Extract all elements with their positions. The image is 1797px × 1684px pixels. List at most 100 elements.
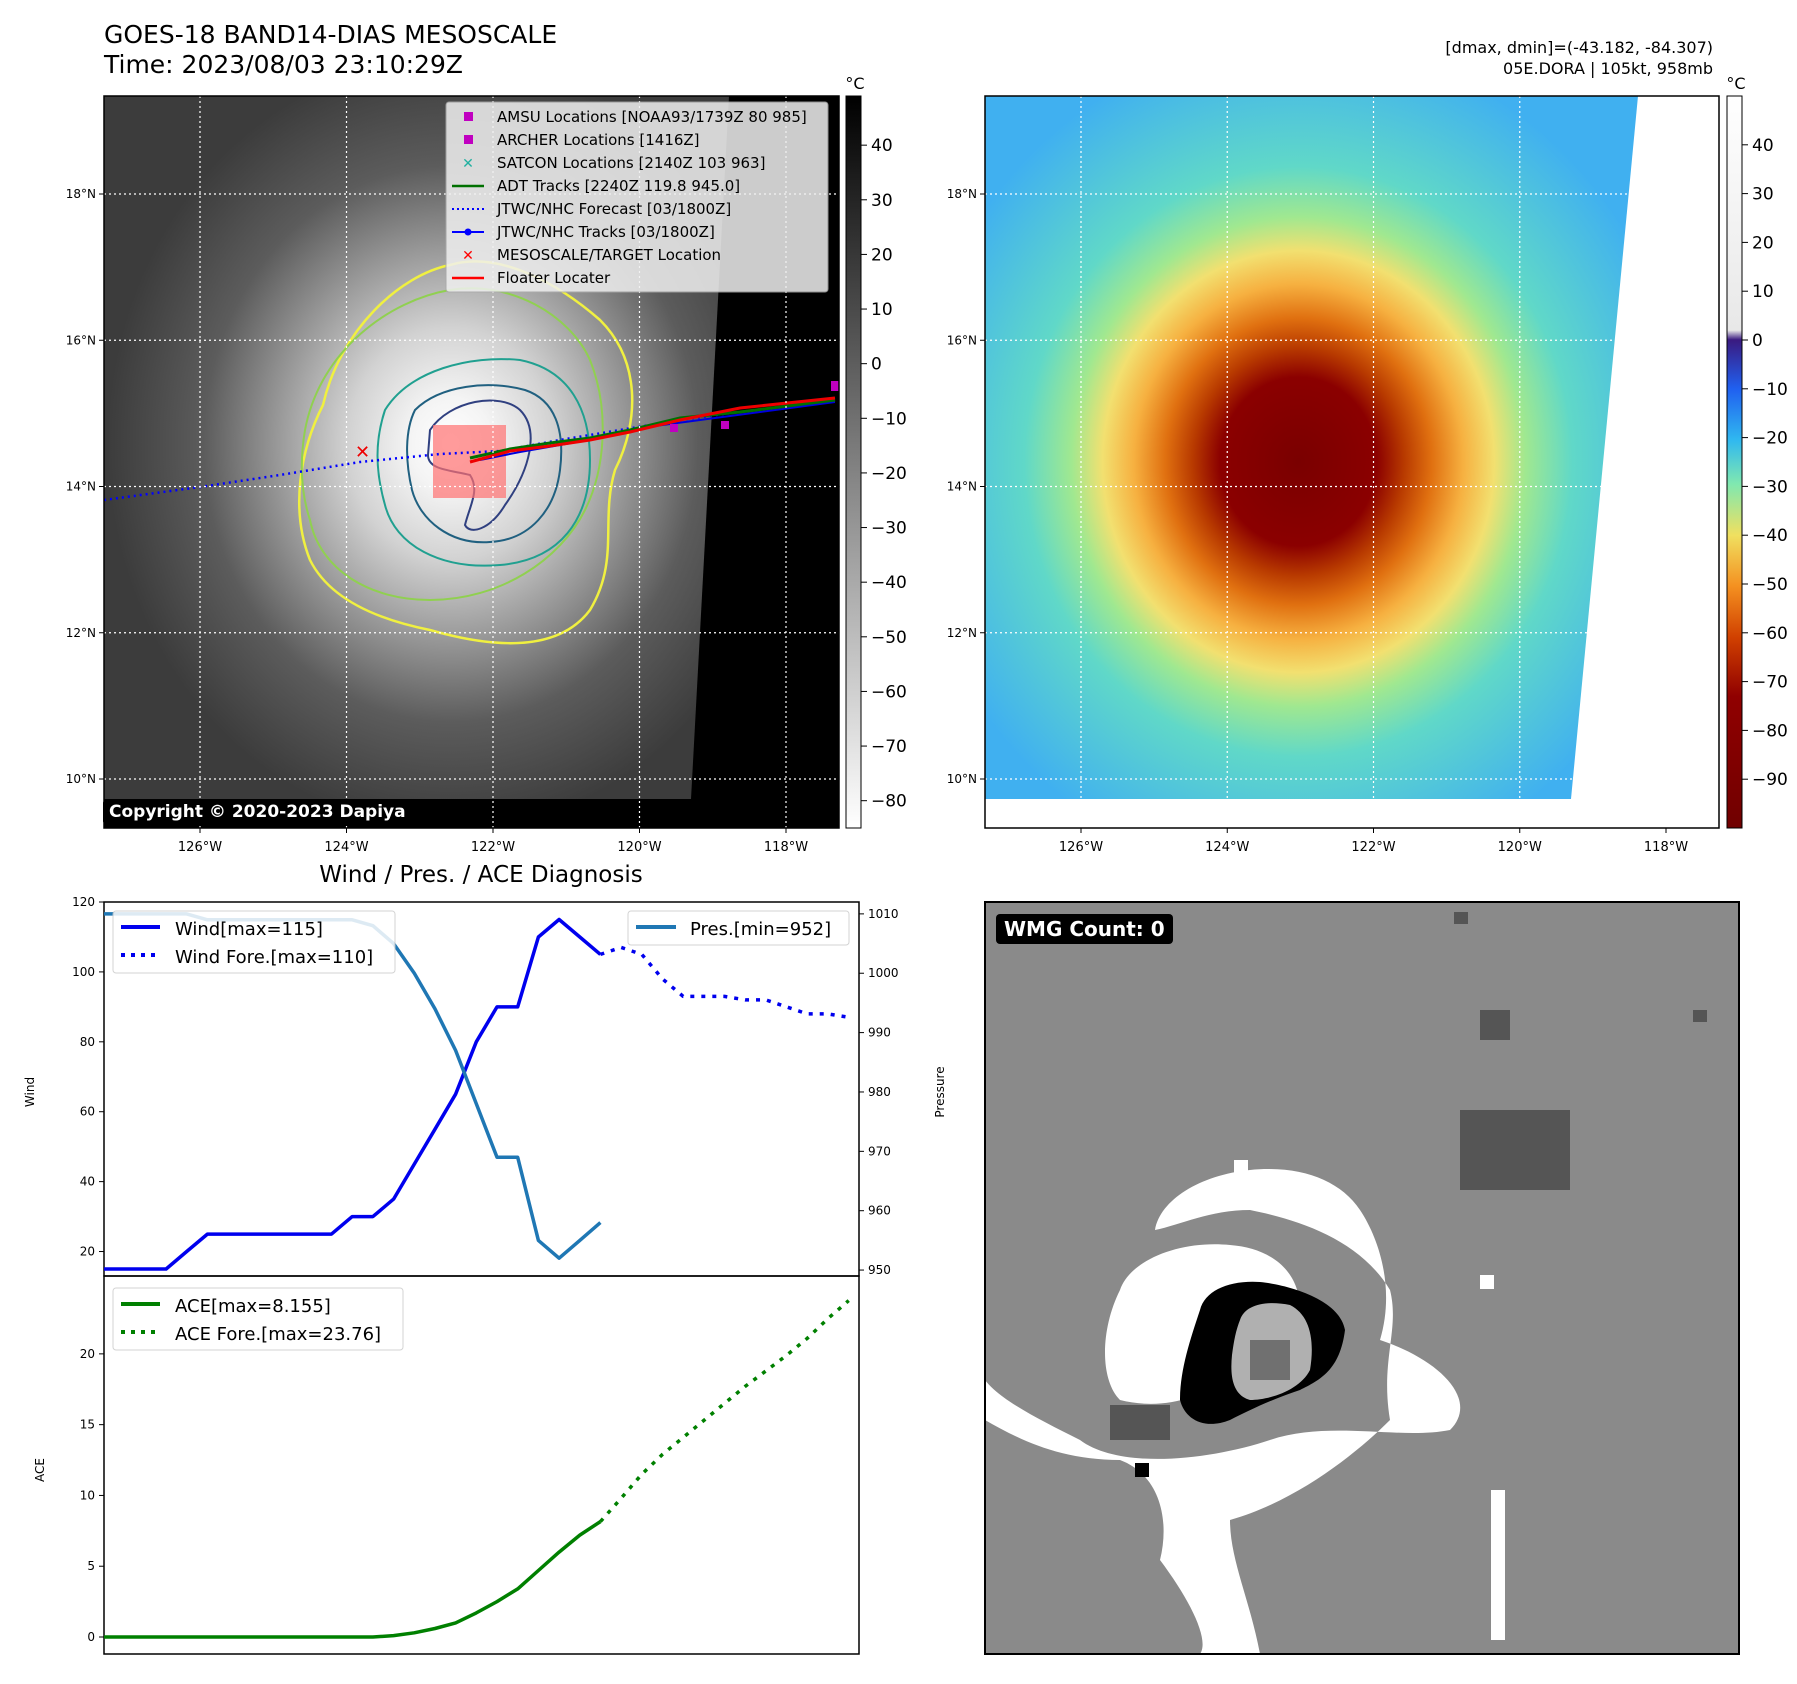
wmg-panel xyxy=(985,902,1739,1654)
pressure-tick-label: 960 xyxy=(868,1204,891,1218)
legend-marker xyxy=(464,112,473,121)
ace-tick-label: 5 xyxy=(87,1559,95,1573)
archer-marker xyxy=(670,424,678,432)
legend-item: AMSU Locations [NOAA93/1739Z 80 985] xyxy=(464,108,807,126)
lat-tick-label: 12°N xyxy=(66,626,96,640)
legend-item: ADT Tracks [2240Z 119.8 945.0] xyxy=(452,177,740,195)
legend-marker: ✕ xyxy=(462,156,474,172)
colorbar-tick-label: −10 xyxy=(1752,380,1788,400)
wmg-dark-patch xyxy=(1480,1010,1510,1040)
colorbar-tick-label: −30 xyxy=(1752,477,1788,497)
legend-label: AMSU Locations [NOAA93/1739Z 80 985] xyxy=(497,108,807,126)
lon-tick-label: 124°W xyxy=(324,840,368,855)
wind-tick-label: 100 xyxy=(72,965,95,979)
pressure-tick-label: 980 xyxy=(868,1085,891,1099)
ir-map-frame xyxy=(103,95,840,829)
colorbar-tick-label: 20 xyxy=(871,245,893,265)
wind-tick-label: 80 xyxy=(80,1035,95,1049)
ace-tick-label: 15 xyxy=(80,1418,95,1432)
colorbar-tick-label: −60 xyxy=(1752,624,1788,644)
legend-label: JTWC/NHC Tracks [03/1800Z] xyxy=(496,223,715,241)
series-line xyxy=(599,945,849,1020)
wind-tick-label: 120 xyxy=(72,895,95,909)
ace-axis: 0 5 10 15 20 xyxy=(80,1347,104,1644)
colorbar-tick-label: −80 xyxy=(1752,721,1788,741)
ir-lat-labels: 18°N 16°N 14°N 12°N 10°N xyxy=(66,187,104,786)
lon-tick-label: 126°W xyxy=(178,840,222,855)
legend-label: MESOSCALE/TARGET Location xyxy=(497,246,721,264)
wmg-dark-patch xyxy=(1110,1405,1170,1440)
ace-axis-label: ACE xyxy=(33,1458,47,1482)
dias-colorbar-unit: °C xyxy=(1726,74,1745,93)
map-legend: AMSU Locations [NOAA93/1739Z 80 985] ARCH… xyxy=(445,101,829,293)
lon-tick-label: 120°W xyxy=(617,840,661,855)
wind-legend: Wind[max=115] Wind Fore.[max=110] xyxy=(112,910,396,974)
wmg-dark-pixel xyxy=(1454,912,1468,924)
colorbar-tick-label: 30 xyxy=(1752,185,1774,205)
legend-label: ARCHER Locations [1416Z] xyxy=(497,131,700,149)
legend-marker xyxy=(464,135,473,144)
colorbar-tick-label: −20 xyxy=(871,464,907,484)
colorbar-tick-label: 0 xyxy=(1752,331,1763,351)
colorbar-tick-label: −40 xyxy=(1752,526,1788,546)
lon-tick-label: 122°W xyxy=(471,840,515,855)
legend-item: ✕ MESOSCALE/TARGET Location xyxy=(462,246,721,264)
pressure-tick-label: 950 xyxy=(868,1263,891,1277)
colorbar-tick-label: 40 xyxy=(1752,136,1774,156)
legend-item: JTWC/NHC Forecast [03/1800Z] xyxy=(452,200,731,218)
floater-box xyxy=(433,425,506,498)
contour-green xyxy=(300,287,604,602)
colorbar-tick-label: 40 xyxy=(871,136,893,156)
wind-axis: 20 40 60 80 100 120 xyxy=(72,895,104,1259)
colorbar-tick-label: −70 xyxy=(871,737,907,757)
colorbar-tick-label: 0 xyxy=(871,355,882,375)
dias-gridlines xyxy=(985,96,1719,828)
wmg-frame xyxy=(984,901,1740,1655)
colorbar-tick-label: 10 xyxy=(1752,282,1774,302)
colorbar-tick-label: 20 xyxy=(1752,233,1774,253)
legend-label: ADT Tracks [2240Z 119.8 945.0] xyxy=(497,177,740,195)
amsu-marker xyxy=(721,421,729,429)
dias-map-panel xyxy=(985,96,1719,828)
amsu-marker xyxy=(831,381,839,391)
colorbar-tick-label: −50 xyxy=(871,628,907,648)
wmg-dark-patch xyxy=(1460,1110,1570,1190)
ace-legend-label: ACE[max=8.155] xyxy=(175,1296,331,1317)
diagnosis-title: Wind / Pres. / ACE Diagnosis xyxy=(319,862,642,888)
contour-teal xyxy=(376,358,592,567)
pressure-tick-label: 970 xyxy=(868,1144,891,1158)
legend-label: JTWC/NHC Forecast [03/1800Z] xyxy=(496,200,731,218)
colorbar-tick-label: −30 xyxy=(871,519,907,539)
dias-colorbar: °C 40 30 20 10 0 −10 −20 −30 −40 −50 −60 −70 −80 −90 xyxy=(1726,74,1788,829)
legend-marker: ✕ xyxy=(462,248,474,264)
ace-fore-legend-label: ACE Fore.[max=23.76] xyxy=(175,1324,381,1345)
wmg-white-ring xyxy=(985,1169,1461,1654)
pressure-axis: 950 960 970 980 990 1000 1010 xyxy=(859,907,899,1277)
lat-tick-label: 10°N xyxy=(66,772,96,786)
pressure-tick-label: 1000 xyxy=(868,966,899,980)
figure-time: Time: 2023/08/03 23:10:29Z xyxy=(104,50,463,79)
ir-colorbar: °C 40 30 20 10 0 −10 −20 −30 −40 −50 −60 −70 −80 xyxy=(845,74,907,829)
lat-tick-label: 16°N xyxy=(947,333,977,347)
colorbar-tick-label: −50 xyxy=(1752,575,1788,595)
legend-label: SATCON Locations [2140Z 103 963] xyxy=(497,154,765,172)
legend-item: Floater Locater xyxy=(452,269,611,287)
dmax-dmin-label: [dmax, dmin]=(-43.182, -84.307) xyxy=(1445,38,1713,57)
lon-tick-label: 126°W xyxy=(1059,840,1103,855)
legend-marker-dot xyxy=(464,228,472,236)
colorbar-tick-label: −90 xyxy=(1752,770,1788,790)
wind-legend-label: Wind[max=115] xyxy=(175,919,323,940)
series-line xyxy=(104,917,602,1271)
lat-tick-label: 16°N xyxy=(66,333,96,347)
lat-tick-label: 18°N xyxy=(947,187,977,201)
pres-legend-label: Pres.[min=952] xyxy=(690,919,831,940)
wind-tick-label: 40 xyxy=(80,1175,95,1189)
series-line xyxy=(599,1299,850,1523)
colorbar-tick-label: −70 xyxy=(1752,673,1788,693)
lon-tick-label: 120°W xyxy=(1498,840,1542,855)
colorbar-tick-label: 10 xyxy=(871,300,893,320)
lat-tick-label: 14°N xyxy=(66,480,96,494)
pressure-tick-label: 990 xyxy=(868,1026,891,1040)
dias-lon-labels: 126°W 124°W 122°W 120°W 118°W xyxy=(1059,828,1688,855)
